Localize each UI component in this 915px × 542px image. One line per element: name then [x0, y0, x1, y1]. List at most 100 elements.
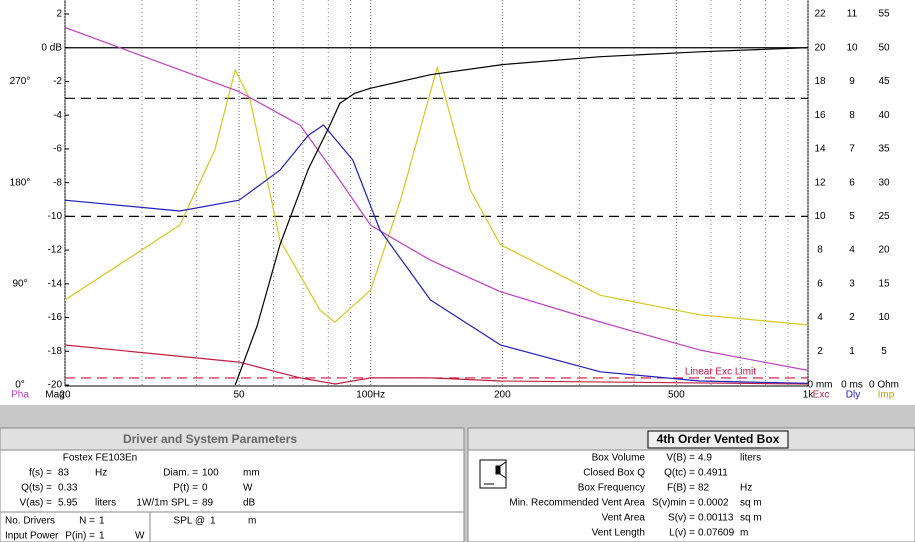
box-label: Box Frequency	[578, 483, 645, 494]
y-tick-label: 2	[849, 312, 855, 323]
y-tick-label: 180°	[10, 177, 31, 188]
param-label: 1W/1m SPL =	[136, 498, 198, 509]
x-tick-label: 1k	[803, 390, 815, 401]
box-unit: Hz	[740, 483, 752, 494]
y-tick-label: 4	[849, 245, 855, 256]
y-tick-label: 0 mm	[808, 380, 833, 391]
box-value: 0.4911	[698, 468, 728, 479]
axis-label: Mag	[45, 390, 64, 401]
box-label: Closed Box Q	[583, 468, 645, 479]
y-tick-label: 5	[881, 346, 887, 357]
param-value: 1	[99, 531, 105, 542]
y-tick-label: -2	[53, 76, 62, 87]
param-value: 89	[202, 498, 214, 509]
curve	[65, 124, 808, 384]
param-label: P(t) =	[173, 483, 198, 494]
driver-name: Fostex FE103En	[63, 453, 137, 464]
axis-label: Imp	[878, 390, 895, 401]
y-tick-label: -16	[48, 312, 63, 323]
param-value: 1	[99, 516, 105, 527]
y-tick-label: 0 ms	[841, 380, 863, 391]
box-icon	[479, 459, 507, 489]
curve	[65, 26, 808, 371]
plot-lines	[65, 26, 808, 386]
param-unit: Hz	[95, 468, 107, 479]
y-tick-label: 50	[878, 42, 890, 53]
y-tick-label: 270°	[10, 76, 31, 87]
axis-label: Exc	[813, 390, 830, 401]
box-panel-title: 4th Order Vented Box	[657, 432, 780, 446]
y-tick-label: 14	[814, 144, 826, 155]
y-tick-label: 4	[817, 312, 823, 323]
box-label: Vent Length	[592, 528, 645, 539]
y-tick-label: 8	[817, 245, 823, 256]
box-symbol: S(v)min =	[652, 498, 695, 509]
box-unit: liters	[740, 453, 761, 464]
param-label: N =	[79, 516, 95, 527]
curve	[65, 344, 808, 385]
y-tick-label: 5	[849, 211, 855, 222]
param-label: P(in) =	[65, 531, 95, 542]
y-tick-label: 55	[878, 9, 890, 20]
box-value: 0.0002	[698, 498, 729, 509]
box-label: Box Volume	[592, 453, 646, 464]
box-symbol: V(B) =	[666, 453, 695, 464]
y-tick-label: 0°	[15, 380, 25, 391]
param-value: 100	[202, 468, 219, 479]
curve	[234, 47, 808, 386]
y-tick-label: 0 dB	[41, 42, 62, 53]
y-tick-label: 11	[847, 9, 858, 20]
box-title-frame	[647, 430, 789, 449]
y-tick-label: 90°	[12, 278, 27, 289]
y-tick-label: 10	[814, 211, 826, 222]
driver-panel-header	[0, 427, 465, 451]
y-tick-label: 6	[817, 278, 823, 289]
param-label: f(s) =	[29, 468, 52, 479]
param-caption: No. Drivers	[5, 516, 55, 527]
y-tick-label: 25	[878, 211, 890, 222]
y-tick-label: 45	[878, 76, 890, 87]
param-unit: dB	[243, 498, 256, 509]
box-symbol: Q(tc) =	[664, 468, 695, 479]
y-tick-label: -14	[48, 278, 63, 289]
box-value: 0.00113	[698, 513, 734, 524]
y-tick-label: 30	[878, 177, 890, 188]
box-label: Min. Recommended Vent Area	[509, 498, 645, 509]
y-tick-label: -8	[53, 177, 62, 188]
y-tick-label: 20	[814, 42, 826, 53]
x-tick-label: 200	[494, 390, 511, 401]
y-tick-label: 15	[878, 278, 890, 289]
y-tick-label: -10	[48, 211, 63, 222]
y-tick-label: 2	[817, 346, 823, 357]
driver-panel-title: Driver and System Parameters	[123, 432, 297, 446]
y-tick-label: 10	[878, 312, 890, 323]
x-tick-label: 50	[233, 390, 245, 401]
box-symbol: F(B) =	[667, 483, 695, 494]
y-tick-label: -12	[48, 245, 63, 256]
param-unit: m	[248, 516, 256, 527]
axis-label: Dly	[846, 390, 860, 401]
box-label: Vent Area	[602, 513, 646, 524]
x-tick-label: 20	[59, 390, 71, 401]
param-unit: mm	[243, 468, 260, 479]
param-label: Diam. =	[163, 468, 198, 479]
param-value: 0	[202, 483, 208, 494]
y-tick-label: -18	[48, 346, 63, 357]
curve	[65, 66, 808, 326]
param-label: Q(ts) =	[21, 483, 52, 494]
param-value: 5.95	[58, 498, 78, 509]
y-tick-label: -6	[53, 144, 62, 155]
plot-background	[0, 0, 915, 405]
y-tick-label: 9	[849, 76, 855, 87]
y-tick-label: 3	[849, 278, 855, 289]
y-tick-label: 18	[814, 76, 826, 87]
y-tick-label: 22	[814, 9, 826, 20]
y-tick-label: 7	[849, 144, 855, 155]
y-tick-label: 10	[846, 42, 858, 53]
param-value: 0.33	[58, 483, 78, 494]
y-tick-label: 2	[56, 9, 62, 20]
box-unit: m	[740, 528, 748, 539]
y-tick-label: 8	[849, 110, 855, 121]
y-tick-label: -20	[48, 380, 63, 391]
